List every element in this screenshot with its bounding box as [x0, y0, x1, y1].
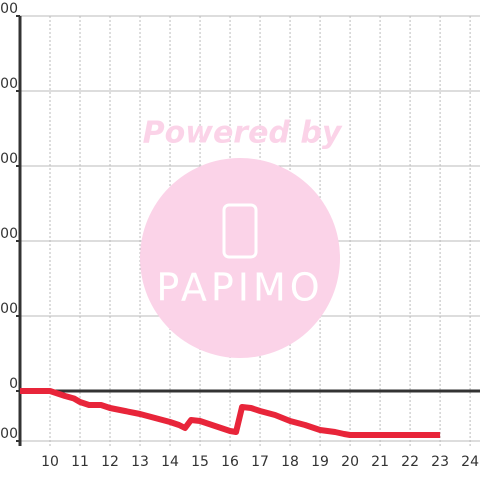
- watermark-text: Powered by: [143, 116, 343, 151]
- watermark-logo: PAPIMO: [156, 266, 323, 310]
- y-tick-label: 150,000: [0, 1, 18, 17]
- x-tick-label: 16: [221, 454, 239, 470]
- y-tick-label: 0: [9, 376, 18, 392]
- y-tick-label: 120,000: [0, 76, 18, 92]
- x-tick-label: 14: [161, 454, 179, 470]
- x-tick-label: 24: [461, 454, 479, 470]
- x-tick-label: 23: [431, 454, 449, 470]
- x-tick-label: 17: [251, 454, 269, 470]
- y-tick-label: -20,000: [0, 426, 18, 442]
- line: [20, 388, 441, 438]
- x-tick-label: 13: [131, 454, 149, 470]
- watermark-icon: [222, 203, 258, 259]
- x-tick-label: 12: [101, 454, 119, 470]
- x-tick-label: 11: [71, 454, 89, 470]
- x-tick-label: 21: [371, 454, 389, 470]
- x-tick-label: 18: [281, 454, 299, 470]
- x-tick-label: 20: [341, 454, 359, 470]
- y-tick-label: 30,000: [0, 301, 18, 317]
- x-tick-label: 22: [401, 454, 419, 470]
- x-tick-label: 19: [311, 454, 329, 470]
- y-tick-label: 90,000: [0, 151, 18, 167]
- y-tick-label: 60,000: [0, 226, 18, 242]
- x-tick-label: 10: [41, 454, 59, 470]
- x-tick-label: 15: [191, 454, 209, 470]
- watermark: Powered by PAPIMO: [140, 116, 343, 358]
